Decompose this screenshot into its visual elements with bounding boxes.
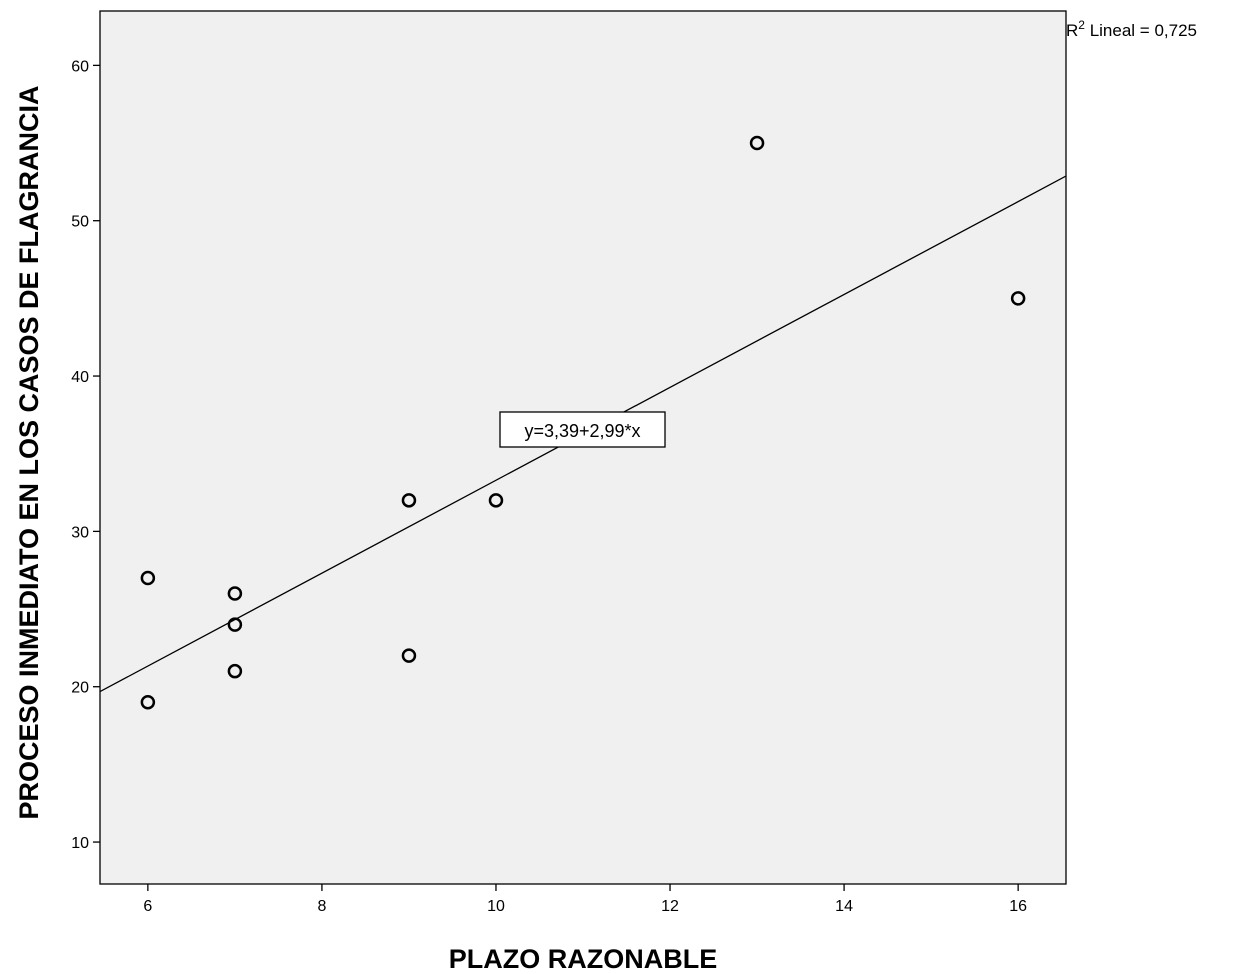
- y-tick-label: 60: [71, 58, 89, 75]
- data-point: [227, 586, 243, 601]
- x-tick-label: 8: [317, 898, 326, 915]
- data-point: [488, 493, 504, 508]
- x-tick-label: 6: [143, 898, 152, 915]
- fit-equation-label: y=3,39+2,99*x: [524, 421, 640, 441]
- y-tick-label: 50: [71, 214, 89, 231]
- x-tick-label: 14: [835, 898, 853, 915]
- data-point: [401, 493, 417, 508]
- y-tick-label: 40: [71, 369, 89, 386]
- x-tick-label: 16: [1009, 898, 1027, 915]
- r2-label: R2 Lineal = 0,725: [1066, 18, 1197, 40]
- y-axis-title: PROCESO INMEDIATO EN LOS CASOS DE FLAGRA…: [14, 85, 44, 819]
- y-tick-label: 30: [71, 524, 89, 541]
- fit-equation-box: [499, 411, 666, 448]
- plot-frame: [99, 10, 1067, 885]
- data-point: [401, 648, 417, 663]
- y-tick-label: 10: [71, 835, 89, 852]
- y-tick-label: 20: [71, 680, 89, 697]
- data-point: [140, 570, 156, 586]
- data-point: [140, 695, 156, 710]
- data-point: [227, 663, 243, 679]
- data-point: [749, 135, 765, 151]
- data-point: [1010, 291, 1026, 306]
- x-tick-label: 12: [661, 898, 679, 915]
- x-tick-label: 10: [487, 898, 505, 915]
- data-point: [227, 617, 243, 632]
- x-axis-title: PLAZO RAZONABLE: [449, 944, 717, 974]
